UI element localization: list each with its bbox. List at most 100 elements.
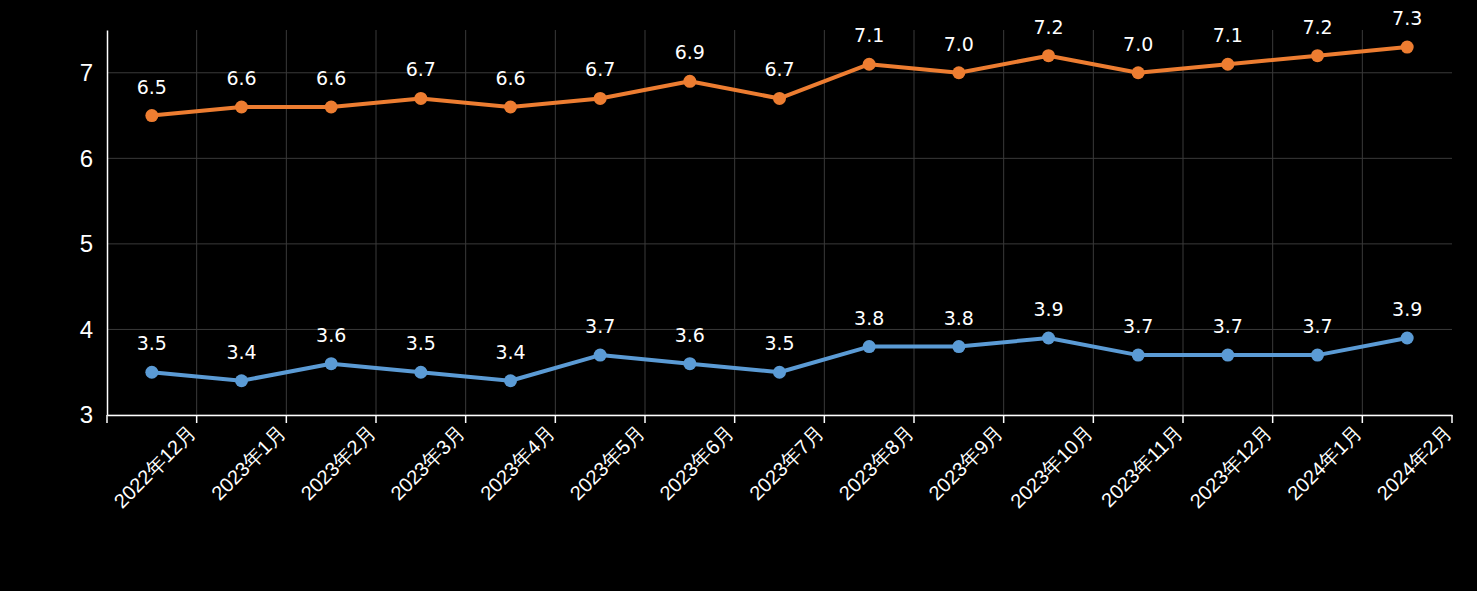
data-label: 6.6 (495, 67, 525, 89)
data-label: 3.6 (675, 324, 705, 346)
point-marker (952, 66, 965, 79)
y-tick-label: 6 (80, 145, 93, 172)
x-tick-label: 2023年3月 (386, 421, 469, 504)
category-tick (1272, 415, 1274, 423)
category-tick (196, 415, 198, 423)
point-marker (145, 109, 158, 122)
point-marker (414, 366, 427, 379)
x-tick: 2024年2月 (1373, 415, 1456, 504)
category-tick (734, 415, 736, 423)
point-marker (504, 101, 517, 114)
point-marker (773, 92, 786, 105)
data-label: 6.5 (137, 76, 167, 98)
data-label: 3.7 (585, 315, 615, 337)
point-marker (1311, 49, 1324, 62)
grid-line (107, 415, 1452, 416)
x-tick-label: 2023年4月 (476, 421, 559, 504)
point-marker (235, 374, 248, 387)
data-label: 3.7 (1123, 315, 1153, 337)
data-label: 3.4 (226, 341, 256, 363)
category-separator (645, 30, 646, 415)
grid (107, 30, 1452, 415)
data-label: 3.9 (1033, 298, 1063, 320)
x-tick-label: 2023年1月 (207, 421, 290, 504)
category-separator (555, 30, 556, 415)
category-tick (1362, 415, 1364, 423)
y-axis-line (107, 31, 109, 416)
category-separator (1003, 30, 1004, 415)
x-tick-label: 2022年12月 (109, 421, 200, 512)
x-tick: 2023年2月 (297, 415, 380, 504)
x-tick-label: 2023年6月 (655, 421, 738, 504)
x-tick: 2023年4月 (476, 415, 559, 504)
data-label: 3.4 (495, 341, 525, 363)
data-label: 6.7 (585, 58, 615, 80)
point-marker (863, 58, 876, 71)
point-marker (1042, 332, 1055, 345)
x-tick: 2023年5月 (566, 415, 649, 504)
x-tick-label: 2023年2月 (297, 421, 380, 504)
x-tick-label: 2023年9月 (924, 421, 1007, 504)
data-label: 6.6 (226, 67, 256, 89)
y-tick-label: 7 (80, 59, 93, 86)
category-tick (375, 415, 377, 423)
point-marker (145, 366, 158, 379)
point-marker (1401, 41, 1414, 54)
category-tick (555, 415, 557, 423)
data-label: 3.8 (854, 307, 884, 329)
chart: 3 4 5 6 7 2022年12月2023年1月2023年2月2023年3月2023年4… (0, 0, 1477, 591)
y-tick: 5 (80, 230, 107, 257)
y-tick-label: 3 (80, 401, 93, 428)
grid-line (107, 329, 1452, 330)
x-tick: 2022年12月 (109, 415, 200, 512)
point-marker (952, 340, 965, 353)
y-axis: 3 4 5 6 7 (80, 31, 108, 429)
category-tick (1003, 415, 1005, 423)
data-label: 3.5 (764, 332, 794, 354)
data-label: 6.9 (675, 41, 705, 63)
point-marker (1221, 349, 1234, 362)
x-tick-label: 2024年1月 (1283, 421, 1366, 504)
category-separator (914, 30, 915, 415)
x-tick-label: 2023年12月 (1185, 421, 1276, 512)
y-tick: 4 (80, 316, 107, 343)
x-tick-label: 2023年7月 (745, 421, 828, 504)
category-separator (1362, 30, 1363, 415)
data-label: 7.2 (1302, 16, 1332, 38)
data-label: 3.8 (944, 307, 974, 329)
point-marker (594, 92, 607, 105)
point-marker (683, 357, 696, 370)
category-separator (1183, 30, 1184, 415)
data-label: 3.6 (316, 324, 346, 346)
x-tick: 2023年11月 (1097, 415, 1187, 511)
data-label: 7.1 (1213, 24, 1243, 46)
data-label: 7.0 (1123, 33, 1153, 55)
data-label: 6.6 (316, 67, 346, 89)
x-tick-label: 2023年8月 (835, 421, 918, 504)
category-tick (913, 415, 915, 423)
data-label: 7.0 (944, 33, 974, 55)
plot: 3 4 5 6 7 2022年12月2023年1月2023年2月2023年3月2023年4… (80, 7, 1456, 512)
x-axis: 2022年12月2023年1月2023年2月2023年3月2023年4月2023… (107, 415, 1456, 512)
grid-line (107, 243, 1452, 244)
category-tick (1182, 415, 1184, 423)
category-separator (1272, 30, 1273, 415)
data-label: 3.7 (1302, 315, 1332, 337)
point-marker (1132, 66, 1145, 79)
point-marker (594, 349, 607, 362)
category-separator (1093, 30, 1094, 415)
data-label: 3.7 (1213, 315, 1243, 337)
data-label: 7.3 (1392, 7, 1422, 29)
data-label: 3.5 (406, 332, 436, 354)
category-tick (465, 415, 467, 423)
point-marker (325, 357, 338, 370)
series-line (152, 47, 1407, 115)
point-marker (325, 101, 338, 114)
y-tick-label: 5 (80, 230, 93, 257)
series-marks (145, 41, 1413, 388)
category-separator (465, 30, 466, 415)
point-marker (773, 366, 786, 379)
data-label: 7.1 (854, 24, 884, 46)
y-tick: 3 (80, 401, 107, 428)
category-separator (196, 30, 197, 415)
